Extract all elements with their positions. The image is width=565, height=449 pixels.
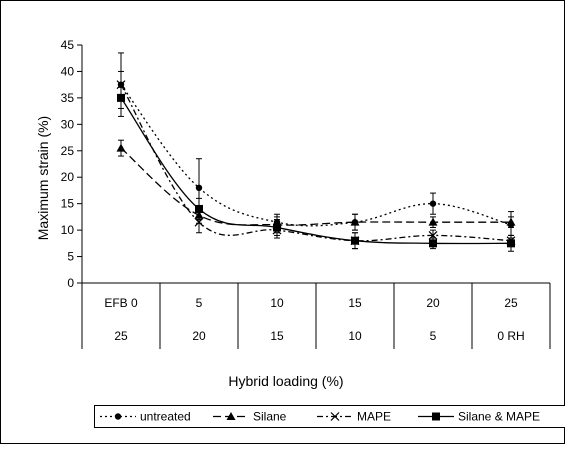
legend-marker xyxy=(115,413,121,419)
x-axis-label: Hybrid loading (%) xyxy=(228,373,343,389)
data-point xyxy=(117,94,125,102)
legend-marker xyxy=(432,413,440,421)
y-tick-label: 10 xyxy=(61,223,75,237)
x-tick-label: 5 xyxy=(196,296,203,310)
x-tick-label: 15 xyxy=(270,329,284,343)
y-tick-label: 20 xyxy=(61,170,75,184)
x-tick-label: 20 xyxy=(426,296,440,310)
data-point xyxy=(273,223,281,231)
data-point xyxy=(429,239,437,247)
x-tick-label: EFB 0 xyxy=(104,296,138,310)
data-point xyxy=(196,185,202,191)
x-tick-label: 25 xyxy=(114,329,128,343)
y-tick-label: 45 xyxy=(61,38,75,52)
legend-label: MAPE xyxy=(357,410,391,424)
y-tick-label: 15 xyxy=(61,197,75,211)
data-point xyxy=(351,237,359,245)
y-tick-label: 35 xyxy=(61,91,75,105)
data-point xyxy=(507,239,515,247)
data-point xyxy=(430,200,436,206)
legend: untreated Silane MAPE Silane & MAPE xyxy=(95,406,565,428)
data-point xyxy=(195,205,203,213)
y-tick-label: 40 xyxy=(61,64,75,78)
x-tick-label: 15 xyxy=(348,296,362,310)
y-axis-label: Maximum strain (%) xyxy=(35,116,51,240)
x-tick-label: 0 RH xyxy=(497,329,524,343)
y-tick-label: 30 xyxy=(61,117,75,131)
x-tick-label: 25 xyxy=(504,296,518,310)
x-tick-label: 5 xyxy=(430,329,437,343)
x-tick-label: 20 xyxy=(192,329,206,343)
legend-label: Silane xyxy=(253,410,287,424)
y-tick-label: 25 xyxy=(61,144,75,158)
y-tick-label: 0 xyxy=(67,276,74,290)
x-tick-label: 10 xyxy=(270,296,284,310)
x-tick-label: 10 xyxy=(348,329,362,343)
y-tick-label: 5 xyxy=(67,250,74,264)
legend-label: Silane & MAPE xyxy=(458,410,540,424)
legend-label: untreated xyxy=(140,410,191,424)
